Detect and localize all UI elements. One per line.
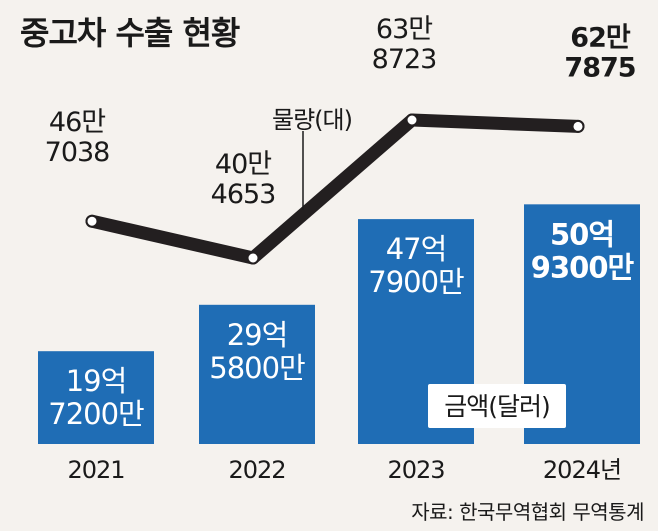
line-label-line1: 62만 <box>570 22 631 53</box>
bar-label-line1: 50억 <box>550 217 614 251</box>
chart-title: 중고차 수출 현황 <box>20 14 240 52</box>
line-label-line2: 7038 <box>45 137 110 168</box>
line-label-line2: 7875 <box>564 52 635 83</box>
bar-label-line1: 29억 <box>227 318 288 352</box>
bar-series-legend-label: 금액(달러) <box>444 392 550 421</box>
line-label-line2: 4653 <box>211 179 276 210</box>
x-tick-label: 2023 <box>387 456 444 484</box>
source-note: 자료: 한국무역협회 무역통계 <box>411 500 644 524</box>
bar-2022 <box>199 304 315 444</box>
bar-2021 <box>38 351 154 444</box>
bar-label-line1: 47억 <box>386 232 447 266</box>
x-tick-label: 2022 <box>228 456 285 484</box>
line-label-line2: 8723 <box>372 44 437 75</box>
bar-label-line2: 7900만 <box>368 265 464 299</box>
x-tick-label: 2024년 <box>543 456 621 484</box>
line-point-2022 <box>246 251 260 265</box>
line-series-volume <box>85 113 585 265</box>
line-series-callout-label: 물량(대) <box>272 106 352 134</box>
line-point-2021 <box>85 214 99 228</box>
line-point-2023 <box>405 113 419 127</box>
bar-label-line1: 19억 <box>66 364 127 398</box>
line-point-2024년 <box>571 119 585 133</box>
bar-label-line2: 7200만 <box>48 397 144 431</box>
bar-label-line2: 9300만 <box>531 250 635 284</box>
bar-series-legend-box <box>428 384 566 428</box>
line-label-line1: 46만 <box>49 107 105 138</box>
line-label-line1: 63만 <box>376 14 432 45</box>
x-tick-label: 2021 <box>67 456 124 484</box>
line-label-line1: 40만 <box>215 149 271 180</box>
bar-label-line2: 5800만 <box>209 351 305 385</box>
